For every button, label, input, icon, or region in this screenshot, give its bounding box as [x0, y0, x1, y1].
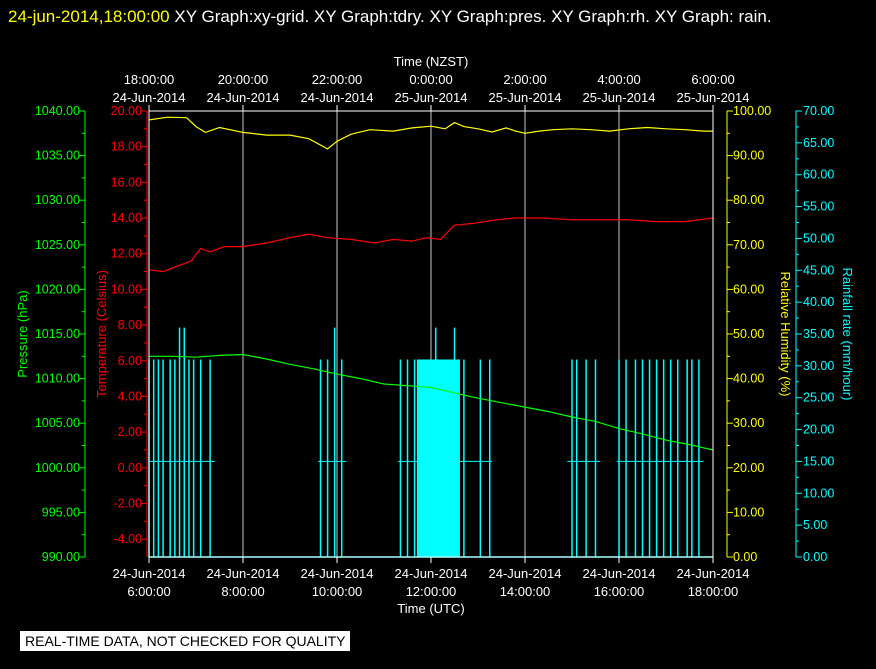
temperature-tick-label: 6.00 — [118, 354, 142, 368]
bottom-tick-time: 10:00:00 — [312, 584, 363, 599]
top-tick-date: 25-Jun-2014 — [395, 90, 468, 105]
top-tick-date: 25-Jun-2014 — [677, 90, 750, 105]
rainfall-bars — [148, 327, 713, 558]
rain-tick-label: 0.00 — [803, 550, 827, 564]
humidity-tick-label: 100.00 — [733, 104, 771, 118]
top-tick-date: 24-Jun-2014 — [301, 90, 374, 105]
rain-tick-label: 25.00 — [803, 391, 834, 405]
pressure-tick-label: 1010.00 — [35, 372, 80, 386]
rain-tick-label: 65.00 — [803, 136, 834, 150]
top-tick-date: 25-Jun-2014 — [489, 90, 562, 105]
pressure-tick-label: 1035.00 — [35, 149, 80, 163]
humidity-axis-title: Relative Humidity (%) — [778, 272, 793, 397]
temperature-tick-label: 2.00 — [118, 425, 142, 439]
bottom-tick-time: 6:00:00 — [127, 584, 170, 599]
top-tick-date: 24-Jun-2014 — [207, 90, 280, 105]
rain-axis: 0.00 5.00 10.00 15.00 20.00 25.00 30.00 35.00 40… — [795, 104, 855, 564]
title-timestamp: 24-jun-2014,18:00:00 — [8, 7, 170, 26]
rh-series-line — [148, 116, 713, 150]
rain-tick-label: 55.00 — [803, 200, 834, 214]
rain-tick-label: 15.00 — [803, 454, 834, 468]
temperature-tick-label: 18.00 — [111, 140, 142, 154]
axes: 18:00:00 24-Jun-2014 20:00:00 24-Jun-2014 22… — [15, 54, 855, 616]
top-tick-time: 22:00:00 — [312, 72, 363, 87]
bottom-tick-date: 24-Jun-2014 — [677, 566, 750, 581]
temperature-tick-label: 4.00 — [118, 389, 142, 403]
quality-banner: REAL-TIME DATA, NOT CHECKED FOR QUALITY — [20, 631, 351, 651]
bottom-tick-date: 24-Jun-2014 — [583, 566, 656, 581]
top-tick-time: 2:00:00 — [503, 72, 546, 87]
bottom-tick-date: 24-Jun-2014 — [489, 566, 562, 581]
temperature-tick-label: 20.00 — [111, 104, 142, 118]
pressure-tick-label: 1040.00 — [35, 104, 80, 118]
temperature-tick-label: -2.00 — [114, 496, 143, 510]
pressure-tick-label: 990.00 — [42, 550, 80, 564]
temperature-tick-label: 8.00 — [118, 318, 142, 332]
rain-tick-label: 45.00 — [803, 263, 834, 277]
pressure-tick-label: 1000.00 — [35, 461, 80, 475]
temperature-tick-label: 12.00 — [111, 247, 142, 261]
temperature-tick-label: 10.00 — [111, 282, 142, 296]
pressure-tick-label: 995.00 — [42, 505, 80, 519]
temperature-axis: -4.00 -2.00 0.00 2.00 4.00 6.00 8.00 10.00 12.00… — [94, 104, 148, 557]
top-tick-time: 4:00:00 — [597, 72, 640, 87]
series-lines — [148, 116, 714, 451]
temperature-tick-label: 0.00 — [118, 461, 142, 475]
humidity-tick-label: 20.00 — [733, 461, 764, 475]
humidity-tick-label: 70.00 — [733, 238, 764, 252]
pressure-axis-title: Pressure (hPa) — [15, 290, 30, 377]
top-axis-title: Time (NZST) — [394, 54, 469, 69]
humidity-tick-label: 10.00 — [733, 505, 764, 519]
bottom-tick-time: 14:00:00 — [500, 584, 551, 599]
humidity-tick-label: 60.00 — [733, 282, 764, 296]
pressure-tick-label: 1015.00 — [35, 327, 80, 341]
rain-tick-label: 35.00 — [803, 327, 834, 341]
rain-tick-label: 40.00 — [803, 295, 834, 309]
rain-tick-label: 30.00 — [803, 359, 834, 373]
bottom-tick-time: 12:00:00 — [406, 584, 457, 599]
rain-tick-label: 10.00 — [803, 486, 834, 500]
top-tick-date: 25-Jun-2014 — [583, 90, 656, 105]
rain-tick-label: 70.00 — [803, 104, 834, 118]
pressure-tick-label: 1030.00 — [35, 193, 80, 207]
humidity-tick-label: 30.00 — [733, 416, 764, 430]
humidity-tick-label: 90.00 — [733, 149, 764, 163]
rain-tick-label: 60.00 — [803, 168, 834, 182]
bottom-axis-title: Time (UTC) — [397, 601, 464, 616]
rain-tick-label: 5.00 — [803, 518, 827, 532]
bottom-tick-time: 8:00:00 — [221, 584, 264, 599]
bottom-tick-date: 24-Jun-2014 — [301, 566, 374, 581]
top-tick-time: 20:00:00 — [218, 72, 269, 87]
bottom-tick-date: 24-Jun-2014 — [113, 566, 186, 581]
title-graph-list: XY Graph:xy-grid. XY Graph:tdry. XY Grap… — [174, 7, 772, 26]
bottom-tick-time: 18:00:00 — [688, 584, 739, 599]
bottom-tick-time: 16:00:00 — [594, 584, 645, 599]
chart-title: 24-jun-2014,18:00:00 XY Graph:xy-grid. X… — [8, 2, 868, 31]
rain-tick-label: 50.00 — [803, 231, 834, 245]
top-tick-time: 0:00:00 — [409, 72, 452, 87]
temperature-tick-label: 16.00 — [111, 175, 142, 189]
temperature-tick-label: -4.00 — [114, 532, 143, 546]
temperature-tick-label: 14.00 — [111, 211, 142, 225]
top-tick-time: 6:00:00 — [691, 72, 734, 87]
humidity-tick-label: 80.00 — [733, 193, 764, 207]
pressure-tick-label: 1020.00 — [35, 282, 80, 296]
humidity-tick-label: 40.00 — [733, 372, 764, 386]
rain-tick-label: 20.00 — [803, 423, 834, 437]
temperature-axis-title: Temperature (Celsius) — [94, 270, 109, 398]
humidity-tick-label: 50.00 — [733, 327, 764, 341]
top-tick-time: 18:00:00 — [124, 72, 175, 87]
bottom-tick-date: 24-Jun-2014 — [207, 566, 280, 581]
rain-axis-title: Rainfall rate (mm/hour) — [840, 268, 855, 401]
pressure-tick-label: 1005.00 — [35, 416, 80, 430]
bottom-tick-date: 24-Jun-2014 — [395, 566, 468, 581]
humidity-axis: 0.00 10.00 20.00 30.00 40.00 50.00 60.00 70.00 8… — [726, 104, 793, 564]
top-tick-date: 24-Jun-2014 — [113, 90, 186, 105]
humidity-tick-label: 0.00 — [733, 550, 757, 564]
pressure-axis: 990.00 995.00 1000.00 1005.00 1010.00 1015.00… — [15, 104, 86, 564]
pres-series-line — [149, 353, 714, 451]
pressure-tick-label: 1025.00 — [35, 238, 80, 252]
tdry-series-line — [148, 217, 714, 273]
